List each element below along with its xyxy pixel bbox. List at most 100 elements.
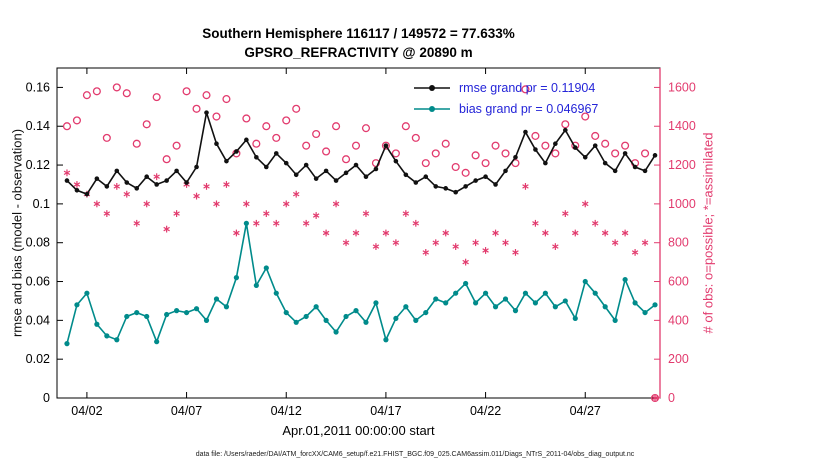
rmse-dot xyxy=(84,191,90,197)
rmse-dot xyxy=(592,143,598,148)
assimilated-obs-marker xyxy=(402,211,410,216)
rmse-dot xyxy=(553,141,558,147)
bias-dot xyxy=(473,300,479,306)
bias-dot xyxy=(333,329,339,335)
possible-obs-marker xyxy=(252,139,261,148)
y-left-tick-label: 0 xyxy=(43,391,50,405)
bias-dot xyxy=(632,300,638,306)
possible-obs-marker xyxy=(172,141,181,150)
possible-obs-marker xyxy=(601,139,610,148)
legend-item-bias: bias grand pr = 0.046967 xyxy=(412,98,598,119)
assimilated-obs-marker xyxy=(502,240,509,245)
bias-dot xyxy=(373,300,379,306)
rmse-dot xyxy=(293,172,299,178)
rmse-line xyxy=(66,112,656,196)
y-right-tick-label: 800 xyxy=(668,236,689,250)
bias-dot xyxy=(492,304,499,310)
assimilated-obs-marker xyxy=(73,182,81,187)
possible-obs-marker xyxy=(332,122,341,131)
assimilated-obs-marker xyxy=(312,213,320,218)
assimilated-obs-marker xyxy=(163,226,170,232)
rmse-dot xyxy=(443,186,449,191)
rmse-dot xyxy=(283,160,289,166)
bias-dot xyxy=(582,278,588,285)
assimilated-obs-marker xyxy=(522,184,529,189)
bias-dot xyxy=(343,313,349,320)
rmse-dot xyxy=(104,184,110,189)
y-axis-label-right: # of obs: o=possible; *=assimilated xyxy=(700,132,716,334)
bias-dot xyxy=(124,313,130,320)
rmse-dot xyxy=(642,168,648,174)
rmse-dot xyxy=(224,158,229,164)
assimilated-obs-marker xyxy=(601,230,609,236)
assimilated-obs-marker xyxy=(213,201,220,207)
rmse-dot xyxy=(214,141,219,147)
possible-obs-marker xyxy=(302,141,311,150)
rmse-dot xyxy=(234,149,239,154)
rmse-dot xyxy=(353,162,359,168)
rmse-dot xyxy=(184,180,189,185)
rmse-dot xyxy=(563,127,568,133)
rmse-dot xyxy=(652,153,658,158)
rmse-line-marker-icon xyxy=(414,84,450,91)
assimilated-obs-marker xyxy=(203,184,210,189)
rmse-dot xyxy=(483,174,488,180)
bias-dot xyxy=(482,290,489,296)
rmse-dot xyxy=(622,151,628,156)
bias-dot xyxy=(134,309,140,316)
assimilated-obs-marker xyxy=(422,250,430,255)
rmse-dot xyxy=(612,168,618,174)
possible-obs-marker xyxy=(212,112,221,121)
possible-obs-marker xyxy=(401,122,410,131)
data-file-caption: data file: /Users/raeder/DAI/ATM_forcXX/… xyxy=(195,451,635,458)
bias-dot xyxy=(363,319,369,325)
bias-dot xyxy=(652,302,658,308)
rmse-dot xyxy=(433,184,439,189)
assimilated-obs-marker xyxy=(233,230,240,236)
assimilated-obs-marker xyxy=(482,248,489,253)
y-axis-label-left: rmse and bias (model - observation) xyxy=(9,128,25,338)
assimilated-obs-marker xyxy=(352,230,360,236)
rmse-dot xyxy=(114,168,120,174)
possible-obs-marker xyxy=(202,91,211,100)
rmse-dot xyxy=(74,187,80,193)
possible-obs-marker xyxy=(282,116,291,125)
assimilated-obs-marker xyxy=(342,240,350,245)
rmse-dot xyxy=(572,145,578,150)
bias-dot xyxy=(413,317,419,323)
bias-dot xyxy=(522,290,529,296)
bias-dot xyxy=(612,317,618,323)
y-right-tick-label: 600 xyxy=(668,275,689,289)
assimilated-obs-marker xyxy=(631,250,639,255)
bias-dot xyxy=(193,306,200,312)
assimilated-obs-marker xyxy=(263,211,270,216)
possible-obs-marker xyxy=(351,141,361,150)
assimilated-obs-marker xyxy=(472,240,479,245)
bias-dot xyxy=(602,304,608,310)
assimilated-obs-marker xyxy=(153,174,160,179)
bias-dot xyxy=(273,290,279,296)
assimilated-obs-marker xyxy=(113,184,121,189)
legend-label-bias: bias grand pr = 0.046967 xyxy=(459,101,599,116)
assimilated-obs-marker xyxy=(442,230,449,236)
possible-obs-marker xyxy=(62,122,72,131)
possible-obs-marker xyxy=(102,133,111,142)
rmse-dot xyxy=(94,176,100,181)
possible-obs-marker xyxy=(142,120,151,129)
assimilated-obs-marker xyxy=(253,221,260,226)
y-left-tick-label: 0.1 xyxy=(33,197,50,211)
possible-obs-marker xyxy=(501,149,510,158)
bias-dot xyxy=(283,309,289,316)
assimilated-obs-marker xyxy=(282,201,290,207)
bias-dot xyxy=(263,265,269,271)
rmse-dot xyxy=(523,129,528,135)
rmse-dot xyxy=(373,166,379,172)
bias-dot xyxy=(203,317,210,323)
bias-dot xyxy=(114,337,120,343)
possible-obs-marker xyxy=(591,131,600,140)
rmse-dot xyxy=(393,158,399,164)
assimilated-obs-marker xyxy=(412,221,420,226)
rmse-dot xyxy=(124,180,130,185)
bias-dot xyxy=(313,304,319,310)
bias-dot xyxy=(443,300,449,306)
